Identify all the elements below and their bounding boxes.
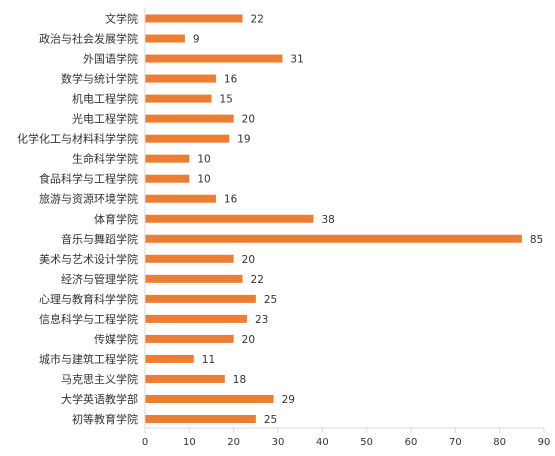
bar [145, 214, 314, 223]
data-label: 23 [255, 314, 268, 326]
x-tick-label: 10 [183, 437, 196, 448]
bar [145, 34, 185, 43]
data-label: 16 [224, 194, 238, 206]
category-label: 生命科学学院 [72, 152, 138, 166]
bar [145, 254, 234, 263]
bar [145, 374, 225, 383]
category-label: 外国语学院 [83, 52, 138, 66]
ticks-group: 0 10 20 30 40 50 60 70 80 90 [142, 428, 551, 448]
x-tick-label: 20 [227, 437, 240, 448]
category-label: 光电工程学院 [72, 112, 138, 126]
category-label: 信息科学与工程学院 [39, 312, 138, 326]
data-label: 11 [202, 354, 215, 366]
data-label: 15 [220, 94, 233, 106]
x-tick-label: 60 [405, 437, 418, 448]
data-label: 31 [290, 54, 303, 66]
bar [145, 234, 522, 243]
category-label: 音乐与舞蹈学院 [61, 232, 138, 246]
data-label: 20 [242, 114, 255, 126]
category-label: 经济与管理学院 [61, 272, 138, 286]
bar [145, 134, 230, 143]
data-label: 25 [264, 414, 277, 426]
category-label: 大学英语教学部 [61, 392, 138, 406]
bar [145, 274, 243, 283]
bar [145, 394, 274, 403]
data-label: 9 [193, 34, 200, 46]
data-label: 38 [321, 214, 334, 226]
x-tick-label: 0 [142, 437, 148, 448]
data-label: 22 [251, 274, 264, 286]
bar [145, 154, 190, 163]
category-label: 化学化工与材料科学学院 [17, 132, 138, 146]
category-label: 城市与建筑工程学院 [39, 352, 138, 366]
bar [145, 14, 243, 23]
category-label: 数学与统计学院 [61, 72, 138, 86]
bars-group [145, 14, 522, 423]
value-labels-group: 2293116152019101016388520222523201118292… [193, 14, 543, 427]
bar [145, 334, 234, 343]
data-label: 25 [264, 294, 277, 306]
x-tick-label: 90 [538, 437, 551, 448]
x-tick-label: 30 [272, 437, 285, 448]
category-labels-group: 文学院政治与社会发展学院外国语学院数学与统计学院机电工程学院光电工程学院化学化工… [17, 12, 138, 427]
bar [145, 294, 256, 303]
data-label: 20 [242, 254, 255, 266]
data-label: 16 [224, 74, 238, 86]
bar [145, 194, 216, 203]
category-label: 政治与社会发展学院 [39, 32, 138, 46]
x-tick-label: 80 [493, 437, 506, 448]
data-label: 20 [242, 334, 255, 346]
bar [145, 174, 190, 183]
x-tick-label: 40 [316, 437, 329, 448]
bar [145, 415, 256, 423]
category-label: 文学院 [105, 12, 138, 26]
category-label: 食品科学与工程学院 [39, 172, 138, 186]
data-label: 18 [233, 374, 246, 386]
category-label: 机电工程学院 [72, 92, 138, 106]
category-label: 传媒学院 [94, 332, 138, 346]
x-tick-label: 50 [360, 437, 373, 448]
bar [145, 314, 247, 323]
data-label: 10 [197, 154, 210, 166]
data-label: 22 [251, 14, 264, 26]
category-label: 体育学院 [94, 212, 138, 226]
bar [145, 354, 194, 363]
data-label: 85 [530, 234, 543, 246]
bar [145, 94, 212, 103]
category-label: 旅游与资源环境学院 [39, 192, 138, 206]
category-label: 美术与艺术设计学院 [39, 252, 138, 266]
category-label: 初等教育学院 [72, 412, 138, 426]
axes-group [144, 8, 544, 429]
category-label: 马克思主义学院 [61, 372, 138, 386]
category-label: 心理与教育科学学院 [39, 292, 138, 306]
bar [145, 74, 216, 83]
data-label: 10 [197, 174, 210, 186]
bar [145, 54, 283, 63]
x-tick-label: 70 [449, 437, 462, 448]
bar [145, 114, 234, 123]
data-label: 29 [282, 394, 295, 406]
data-label: 19 [237, 134, 250, 146]
